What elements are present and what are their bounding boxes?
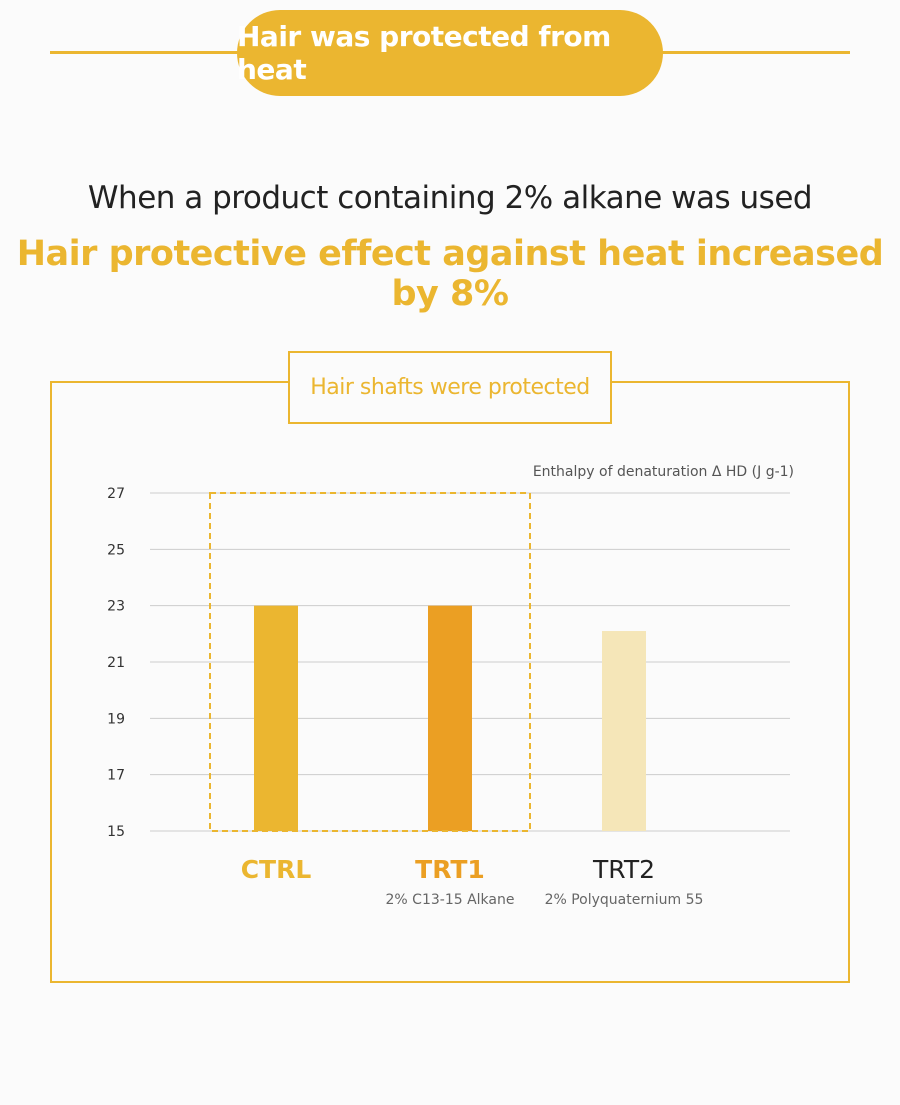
- y-axis-unit-label: Enthalpy of denaturation Δ HD (J g-1): [532, 464, 794, 480]
- x-category-label-ctrl: CTRL: [241, 855, 312, 884]
- x-category-label-trt1: TRT1: [415, 855, 485, 884]
- y-tick-label: 15: [107, 824, 125, 840]
- bar-trt2: [602, 631, 646, 831]
- x-category-label-trt2: TRT2: [592, 855, 655, 884]
- y-tick-label: 21: [107, 655, 125, 671]
- subheadline: When a product containing 2% alkane was …: [87, 180, 813, 216]
- y-tick-label: 25: [107, 542, 125, 558]
- bar-trt1: [428, 605, 472, 831]
- y-tick-label: 19: [107, 711, 125, 727]
- highlight-box: [209, 492, 531, 832]
- chart-box-label: Hair shafts were protected: [288, 351, 612, 424]
- y-tick-label: 23: [107, 599, 125, 615]
- y-tick-label: 17: [107, 768, 125, 784]
- trt1-sublabel: 2% C13-15 Alkane: [385, 892, 515, 908]
- header-title: Hair was protected from heat: [237, 10, 663, 96]
- y-tick-label: 27: [107, 486, 125, 502]
- trt2-sublabel: 2% Polyquaternium 55: [544, 892, 704, 908]
- bar-ctrl: [254, 605, 298, 831]
- headline: Hair protective effect against heat incr…: [16, 234, 884, 314]
